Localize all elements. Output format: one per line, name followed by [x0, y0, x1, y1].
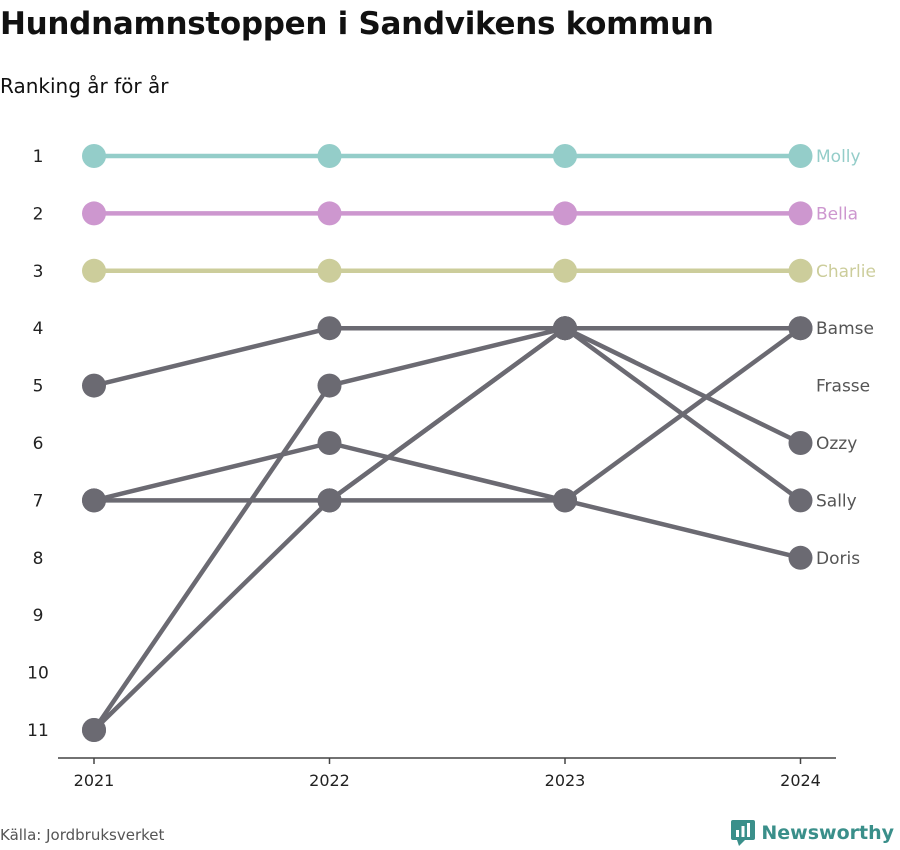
chart-subtitle: Ranking år för år — [0, 74, 169, 98]
end-label-charlie: Charlie — [816, 262, 876, 282]
y-tick-label: 9 — [33, 606, 44, 626]
y-tick-label: 11 — [27, 721, 49, 741]
data-point-frasse — [317, 373, 342, 398]
data-point-unnamed — [317, 488, 342, 513]
x-tick-label: 2022 — [309, 771, 350, 790]
series-line-bamse — [91, 325, 803, 388]
x-tick-label: 2021 — [74, 771, 115, 790]
y-tick-label: 5 — [33, 377, 44, 397]
y-tick-label: 10 — [27, 664, 49, 684]
data-point-molly — [82, 144, 106, 168]
x-tick-label: 2023 — [545, 771, 586, 790]
data-point-ozzy — [788, 431, 813, 455]
chart-logo-icon — [731, 820, 756, 846]
chart-title: Hundnamnstoppen i Sandvikens kommun — [0, 6, 714, 42]
data-point-sally — [788, 488, 813, 513]
y-tick-label: 2 — [33, 204, 44, 224]
data-point-charlie — [553, 258, 577, 283]
data-point-bamse — [82, 373, 106, 398]
source-note: Källa: Jordbruksverket — [0, 826, 165, 844]
y-tick-label: 6 — [33, 434, 44, 454]
data-point-molly — [553, 144, 577, 168]
data-point-charlie — [317, 258, 342, 283]
end-label-doris: Doris — [816, 549, 860, 569]
data-point-bella — [788, 201, 813, 226]
x-tick-label: 2024 — [780, 771, 821, 790]
newsworthy-logo: Newsworthy — [731, 820, 894, 846]
y-tick-label: 1 — [33, 147, 44, 167]
y-tick-label: 7 — [33, 491, 44, 511]
data-point-charlie — [788, 258, 813, 283]
data-point-ozzy — [82, 718, 106, 742]
data-point-bella — [82, 201, 106, 226]
y-tick-label: 8 — [33, 549, 44, 569]
brand-name: Newsworthy — [761, 822, 894, 844]
data-point-unnamed — [553, 488, 577, 513]
end-label-bamse: Bamse — [816, 319, 874, 339]
series-line-ozzy — [91, 325, 803, 733]
end-label-frasse: Frasse — [816, 377, 870, 397]
series-line-unnamed — [327, 325, 803, 503]
data-point-bella — [553, 201, 577, 226]
series-line-doris — [91, 440, 803, 561]
data-point-doris — [82, 488, 106, 513]
data-point-doris — [317, 431, 342, 455]
data-point-molly — [788, 144, 813, 168]
end-label-bella: Bella — [816, 204, 858, 224]
end-label-ozzy: Ozzy — [816, 434, 857, 454]
data-point-unnamed — [788, 316, 813, 341]
data-point-doris — [788, 545, 813, 570]
y-tick-label: 3 — [33, 262, 44, 282]
y-tick-label: 4 — [33, 319, 44, 339]
data-point-molly — [317, 144, 342, 168]
data-point-charlie — [82, 258, 106, 283]
data-point-bella — [317, 201, 342, 226]
data-point-bamse — [317, 316, 342, 341]
end-label-molly: Molly — [816, 147, 861, 167]
end-label-sally: Sally — [816, 491, 857, 511]
data-point-sally — [553, 316, 577, 341]
